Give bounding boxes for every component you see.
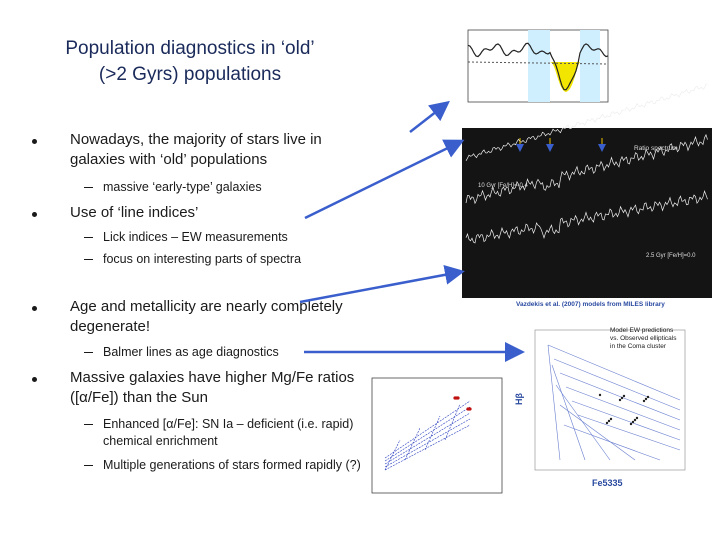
sub-bullet: Multiple generations of stars formed rap… bbox=[103, 458, 361, 472]
decoration bbox=[607, 419, 611, 423]
decoration bbox=[563, 424, 661, 461]
grid-note: Model EW predictions vs. Observed ellipt… bbox=[610, 327, 677, 350]
ratio-plot bbox=[371, 377, 503, 494]
sub-bullet: focus on interesting parts of spectra bbox=[103, 252, 302, 266]
decoration bbox=[384, 424, 471, 471]
decoration bbox=[622, 394, 626, 398]
model-grid-plot: Model EW predictions vs. Observed ellipt… bbox=[514, 327, 686, 488]
sub-bullet: Balmer lines as age diagnostics bbox=[103, 345, 279, 359]
decoration bbox=[465, 83, 708, 161]
slide-title: Population diagnostics in ‘old’ (>2 Gyrs… bbox=[30, 36, 350, 88]
sub-dash bbox=[84, 424, 93, 425]
decoration bbox=[559, 404, 636, 461]
decoration bbox=[577, 414, 681, 451]
spectrum-plot: Ratio spectrum 10 Gyr [Fe/H]=-0.4 2.5 Gy… bbox=[462, 83, 712, 308]
decoration bbox=[555, 384, 611, 461]
spectrum-caption: Vazdekis et al. (2007) models from MILES… bbox=[516, 301, 665, 308]
title-line: Population diagnostics in ‘old’ bbox=[65, 38, 315, 59]
decoration bbox=[468, 407, 472, 411]
decoration bbox=[605, 421, 609, 425]
sub-dash bbox=[84, 352, 93, 353]
sub-bullet: Lick indices – EW measurements bbox=[103, 230, 288, 244]
decoration bbox=[465, 189, 708, 244]
spectrum-label: 10 Gyr [Fe/H]=-0.4 bbox=[478, 183, 529, 189]
decoration bbox=[424, 415, 441, 451]
sub-dash bbox=[84, 259, 93, 260]
decoration bbox=[646, 395, 650, 399]
decoration bbox=[384, 412, 471, 465]
decoration bbox=[598, 393, 602, 397]
decoration bbox=[547, 344, 561, 461]
sub-dash bbox=[84, 187, 93, 188]
bullet: Nowadays, the majority of stars live in … bbox=[70, 131, 322, 168]
grid-note-text: Model EW predictions vs. Observed ellipt… bbox=[610, 327, 677, 350]
bullet: Use of ‘line indices’ bbox=[70, 204, 199, 221]
bullet: Massive galaxies have higher Mg/Fe ratio… bbox=[70, 369, 355, 406]
bullet-dot bbox=[32, 139, 37, 144]
decoration bbox=[642, 399, 646, 403]
decoration bbox=[629, 422, 633, 426]
decoration bbox=[635, 416, 639, 420]
arrows bbox=[299, 100, 606, 362]
decoration bbox=[384, 406, 471, 462]
decoration bbox=[551, 364, 586, 461]
decoration bbox=[609, 417, 613, 421]
decoration bbox=[571, 400, 681, 441]
bullet-dot bbox=[32, 306, 37, 311]
decoration bbox=[553, 358, 681, 411]
decoration bbox=[559, 372, 681, 421]
decoration bbox=[384, 439, 401, 471]
decoration bbox=[620, 396, 624, 400]
title-line: (>2 Gyrs) populations bbox=[98, 64, 282, 85]
decoration bbox=[644, 397, 648, 401]
decoration bbox=[547, 344, 681, 401]
line-index-plot bbox=[467, 29, 609, 103]
decoration bbox=[456, 396, 460, 400]
spectrum-label: 2.5 Gyr [Fe/H]=0.0 bbox=[646, 253, 696, 259]
sub-bullet: Enhanced [α/Fe]: SN Ia – deficient (i.e.… bbox=[103, 417, 354, 448]
decoration bbox=[465, 133, 708, 205]
decoration bbox=[618, 398, 622, 402]
decoration bbox=[633, 418, 637, 422]
bullet: Age and metallicity are nearly completel… bbox=[70, 298, 343, 335]
bullet-dot bbox=[32, 377, 37, 382]
y-axis-label: Hβ bbox=[514, 393, 524, 405]
decoration bbox=[384, 418, 471, 468]
spectrum-label: Ratio spectrum bbox=[634, 145, 678, 152]
sub-dash bbox=[84, 237, 93, 238]
decoration bbox=[631, 420, 635, 424]
decoration bbox=[565, 386, 681, 431]
bullet-dot bbox=[32, 212, 37, 217]
sub-dash bbox=[84, 465, 93, 466]
decoration bbox=[444, 403, 461, 441]
decoration bbox=[384, 400, 471, 459]
sub-bullet: massive ‘early-type’ galaxies bbox=[103, 180, 262, 194]
x-axis-label: Fe5335 bbox=[592, 478, 623, 488]
